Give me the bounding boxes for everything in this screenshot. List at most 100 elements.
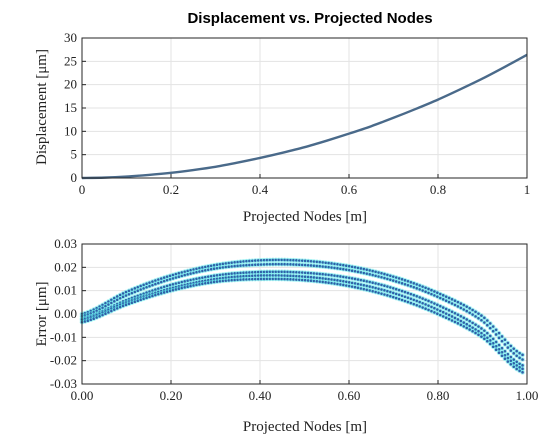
error-point	[265, 263, 269, 266]
error-point	[286, 274, 289, 277]
error-point	[289, 258, 292, 262]
error-point	[503, 343, 507, 346]
error-point	[447, 300, 451, 304]
top-ytick-0: 0	[71, 170, 78, 185]
error-point	[295, 270, 298, 274]
error-point	[151, 280, 154, 283]
bottom-xtick-0: 0.00	[71, 388, 94, 403]
error-point	[471, 308, 474, 312]
top-ytick-3: 15	[64, 100, 77, 115]
error-point	[503, 357, 507, 361]
error-point	[503, 338, 507, 342]
error-point	[430, 309, 433, 313]
error-point	[515, 360, 518, 364]
bottom-ytick-3: 0.00	[54, 306, 77, 321]
error-point	[309, 279, 313, 283]
error-point	[400, 294, 404, 298]
error-point	[418, 296, 422, 299]
top-xtick-4: 0.8	[430, 182, 446, 197]
bottom-tick-labels: 0.00 0.20 0.40 0.60 0.80 1.00 -0.03 -0.02 -0.01 0…	[50, 236, 538, 403]
error-point	[433, 302, 436, 305]
error-point	[500, 339, 504, 343]
error-point	[468, 306, 471, 310]
error-point	[268, 277, 272, 281]
error-point	[218, 279, 222, 283]
error-point	[330, 266, 333, 269]
error-point	[133, 300, 137, 304]
error-point	[453, 303, 457, 307]
error-point	[107, 303, 110, 306]
error-point	[115, 298, 119, 302]
error-point	[453, 299, 457, 303]
error-point	[268, 274, 272, 277]
error-point	[121, 292, 125, 295]
chart-title: Displacement vs. Projected Nodes	[187, 10, 432, 27]
error-point	[312, 260, 316, 263]
error-point	[274, 277, 278, 281]
error-point	[259, 274, 263, 277]
error-point	[248, 263, 251, 267]
error-point	[397, 297, 401, 301]
error-point	[403, 290, 407, 294]
error-point	[518, 351, 521, 355]
error-point	[265, 277, 269, 281]
error-point	[506, 346, 510, 349]
error-point	[227, 276, 231, 279]
top-axes-frame	[81, 37, 528, 179]
error-point	[509, 362, 513, 366]
error-point	[462, 308, 466, 311]
bottom-ytick-4: 0.01	[54, 283, 77, 298]
error-point	[389, 294, 392, 298]
error-point	[212, 280, 216, 284]
error-point	[133, 287, 137, 290]
error-point	[488, 326, 492, 330]
error-series-0	[79, 257, 525, 358]
error-point	[265, 274, 269, 277]
error-point	[430, 300, 433, 304]
error-point	[298, 259, 301, 262]
error-point	[394, 287, 398, 291]
error-point	[268, 270, 272, 274]
error-point	[494, 333, 498, 336]
error-point	[148, 295, 151, 299]
error-point	[427, 308, 430, 312]
error-point	[139, 298, 143, 302]
error-point	[483, 329, 486, 332]
bottom-series	[79, 257, 525, 375]
error-point	[439, 304, 442, 308]
error-point	[233, 261, 237, 264]
error-point	[277, 270, 281, 274]
error-point	[480, 318, 483, 322]
error-point	[406, 291, 410, 295]
error-point	[406, 280, 410, 283]
bottom-xtick-1: 0.20	[160, 388, 183, 403]
error-point	[439, 313, 442, 317]
error-point	[468, 328, 471, 331]
error-point	[309, 275, 313, 279]
error-point	[221, 266, 225, 269]
error-point	[271, 262, 275, 266]
error-point	[518, 356, 521, 360]
error-point	[465, 318, 469, 321]
error-point	[471, 321, 474, 325]
error-point	[409, 297, 413, 301]
bottom-xlabel: Projected Nodes [m]	[243, 419, 367, 435]
error-point	[148, 281, 151, 284]
error-point	[515, 349, 518, 353]
error-point	[298, 275, 301, 278]
error-point	[427, 299, 430, 303]
error-point	[506, 360, 510, 363]
error-point	[488, 322, 492, 325]
error-point	[286, 277, 289, 281]
error-point	[409, 281, 413, 284]
error-point	[486, 319, 489, 322]
error-point	[95, 316, 98, 319]
error-point	[303, 275, 307, 279]
error-point	[444, 316, 448, 320]
error-point	[303, 278, 307, 282]
error-point	[392, 295, 395, 299]
error-point	[274, 258, 278, 262]
error-point	[403, 295, 407, 299]
